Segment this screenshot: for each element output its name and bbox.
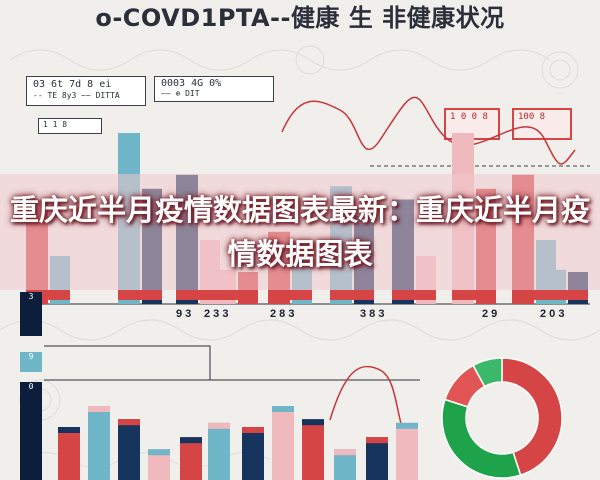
donut-slice-0: [501, 357, 563, 477]
bar-upper-9-base: [544, 290, 588, 300]
side-label-2: 9: [28, 352, 34, 361]
mid-panel: 0003 4G 0% —— ⊕ DIT: [154, 76, 274, 102]
page-title: o-COVD1PTA--健康 生 非健康状况: [95, 4, 505, 32]
side-block-bottom: 0: [20, 382, 42, 480]
bar-lower-6-cap: [242, 427, 264, 433]
bar-lower-7: [272, 406, 294, 480]
legend-panel: 03 6t 7d 8 ei -- TE 8y3 ~~ DITTA: [26, 76, 146, 106]
bar-lower-2: [118, 419, 140, 480]
bar-lower-11: [396, 422, 418, 480]
bar-lower-1: [88, 406, 110, 480]
side-label-1: 3: [28, 292, 34, 301]
mid-line-1: 0003 4G 0%: [161, 78, 222, 89]
bar-lower-8: [302, 419, 324, 480]
donut-hole: [467, 383, 537, 453]
caption-banner: [0, 174, 600, 290]
bar-lower-10-cap: [366, 437, 388, 444]
donut-slice-1: [441, 398, 522, 479]
tag-right-1-text: 1 0 0 8: [450, 112, 488, 122]
tag-right-2-text: 100 8: [518, 112, 546, 122]
bar-lower-3-cap: [148, 449, 170, 456]
side-block-teal: 9: [20, 352, 42, 372]
bar-upper-0-base: [26, 290, 70, 300]
bar-lower-1-cap: [88, 406, 110, 412]
axis-label-3: 2 8 3: [270, 308, 295, 320]
bar-upper-7-base: [452, 290, 496, 300]
bar-upper-4-base: [268, 290, 312, 300]
bar-lower-4-cap: [180, 437, 202, 444]
mid-line-2: —— ⊕ DIT: [161, 89, 200, 98]
bar-lower-7-cap: [272, 406, 294, 412]
bar-upper-6-base: [392, 290, 436, 300]
bar-lower-3: [148, 449, 170, 480]
donut-slice-3: [472, 357, 503, 388]
bar-lower-5: [208, 422, 230, 480]
trend-line: [281, 96, 576, 165]
side-block-top: 3: [20, 292, 42, 336]
bar-lower-10: [366, 437, 388, 480]
axis-label-2: 2 3 3: [204, 308, 229, 320]
bar-lower-5-cap: [208, 422, 230, 429]
axis-label-4: 3 8 3: [360, 308, 385, 320]
bar-upper-1-base: [118, 290, 162, 300]
small-tag: 1 1 8: [38, 118, 102, 134]
bar-lower-4: [180, 437, 202, 480]
axis-label-6: 2 0 3: [540, 308, 565, 320]
overlay-caption: 重庆近半月疫情数据图表最新：重庆近半月疫情数据图表: [9, 193, 590, 271]
bar-lower-9-cap: [334, 449, 356, 456]
bar-upper-3-base: [214, 290, 258, 300]
lower-frame: [44, 345, 211, 381]
axis-label-5: 2 9: [482, 308, 498, 320]
bar-upper-8-base: [512, 290, 556, 300]
bar-lower-6: [242, 427, 264, 480]
bar-lower-9: [334, 449, 356, 480]
bar-lower-11-cap: [396, 422, 418, 429]
legend-line-2: -- TE 8y3 ~~ DITTA: [33, 91, 120, 100]
bar-lower-2-cap: [118, 419, 140, 426]
small-tag-text: 1 1 8: [43, 120, 68, 129]
bar-lower-0: [58, 427, 80, 480]
bar-upper-5-base: [330, 290, 374, 300]
bar-lower-0-cap: [58, 427, 80, 433]
lower-trend-line: [329, 365, 411, 441]
side-label-3: 0: [28, 382, 34, 391]
legend-line-1: 03 6t 7d 8 ei: [33, 79, 112, 90]
axis-label-1: 9 3: [176, 308, 192, 320]
bar-upper-2-base: [176, 290, 220, 300]
bar-lower-8-cap: [302, 419, 324, 426]
